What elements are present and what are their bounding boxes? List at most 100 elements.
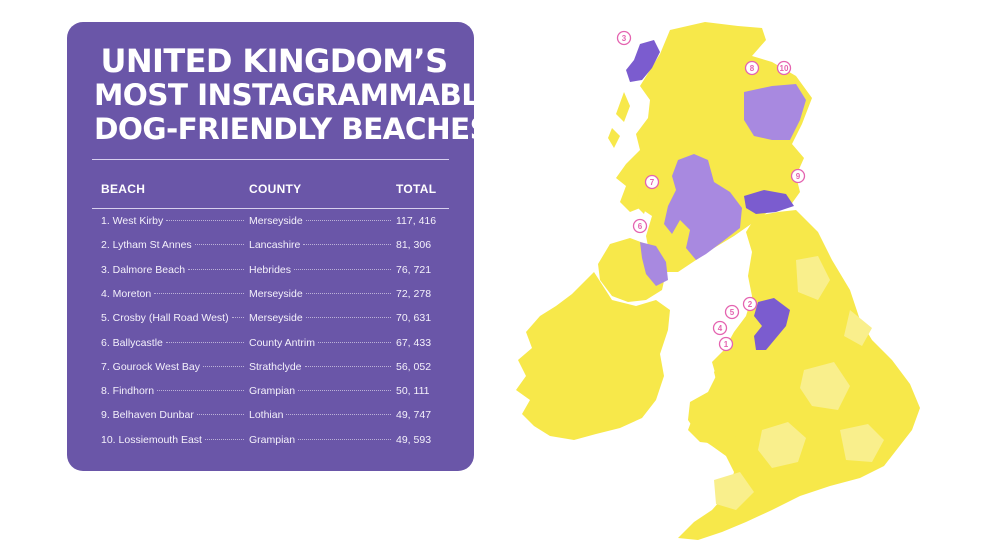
marker-circle [632,218,648,234]
divider [92,159,449,160]
dot-leader [317,341,391,343]
dot-leader [304,365,391,367]
beach-cell: 4. Moreton [101,288,247,300]
marker-label: 10 [780,64,789,73]
dot-leader [305,220,391,221]
county-cell: Grampian [249,385,394,397]
region-wales [688,352,758,444]
dot-leader [204,438,244,440]
county-text: Grampian [249,385,296,398]
region-counties-light [714,256,884,510]
table-row: 10. Lossiemouth East Grampian 49, 593 [101,434,441,452]
county-text: Merseyside [249,215,303,227]
county-text: Lothian [249,409,284,422]
marker-label: 9 [796,172,801,181]
county-cell: Lancashire [249,239,394,251]
marker-2: 2 [742,296,758,312]
marker-5: 5 [724,304,740,320]
title-line-3: DOG-FRIENDLY BEACHES [94,112,491,146]
county-text: Grampian [249,433,296,446]
beach-cell: 5. Crosby (Hall Road West) [101,312,247,324]
beach-cell: 10. Lossiemouth East [101,434,247,446]
county-cell: Merseyside [249,288,394,300]
table-row: 8. Findhorn Grampian 50, 111 [101,385,441,403]
column-header-county: COUNTY [249,182,302,196]
beach-text: 2. Lytham St Annes [101,239,192,252]
total-cell: 56, 052 [396,361,446,373]
county-cell: Merseyside [249,312,394,324]
marker-9: 9 [790,168,806,184]
county-text: Merseyside [249,287,303,300]
dot-leader [294,268,391,270]
column-header-beach: BEACH [101,182,146,196]
marker-circle [742,296,758,312]
dot-leader [305,292,391,294]
beach-text: 10. Lossiemouth East [101,433,202,446]
marker-circle [718,336,734,352]
marker-8: 8 [744,60,760,76]
dot-leader [157,390,244,392]
divider [92,208,449,209]
county-text: Lancashire [249,239,301,252]
county-text: Merseyside [249,312,303,325]
total-cell: 67, 433 [396,337,446,349]
beach-text: 7. Gourock West Bay [101,360,201,373]
beach-cell: 8. Findhorn [101,385,247,397]
marker-label: 1 [724,340,729,349]
marker-circle [616,30,632,46]
dot-leader [298,438,391,440]
marker-circle [790,168,806,184]
column-header-total: TOTAL [396,182,437,196]
county-cell: Merseyside [249,215,394,227]
county-cell: Hebrides [249,264,394,276]
region-lancashire [754,298,790,350]
region-ireland [516,272,670,440]
region-grampian [744,84,806,140]
total-text: 49, 593 [396,433,432,446]
table-row: 6. Ballycastle County Antrim 67, 433 [101,337,441,355]
total-cell: 72, 278 [396,288,446,300]
marker-circle [712,320,728,336]
title-line-2: MOST INSTAGRAMMABLE [94,78,500,112]
beach-text: 4. Moreton [101,287,152,300]
total-cell: 49, 747 [396,409,446,421]
region-hebrides [626,40,660,82]
dot-leader [166,220,244,221]
dot-leader [188,268,244,270]
region-lothian [744,190,794,214]
total-cell: 81, 306 [396,239,446,251]
dot-leader [286,414,391,416]
total-text: 76, 721 [396,263,432,276]
total-text: 49, 747 [396,409,432,422]
title-line-1: UNITED KINGDOM’S [100,42,448,80]
marker-circle [744,60,760,76]
dot-leader [298,390,391,392]
county-cell: Strathclyde [249,361,394,373]
total-text: 50, 111 [396,385,430,398]
county-cell: Lothian [249,409,394,421]
beach-text: 5. Crosby (Hall Road West) [101,312,229,325]
marker-4: 4 [712,320,728,336]
marker-circle [644,174,660,190]
dot-leader [231,317,244,319]
region-strathclyde [664,154,742,260]
region-county-antrim [640,242,668,286]
marker-label: 2 [748,300,753,309]
marker-3: 3 [616,30,632,46]
total-cell: 70, 631 [396,312,446,324]
marker-label: 4 [718,324,723,333]
marker-label: 7 [650,178,655,187]
total-cell: 49, 593 [396,434,446,446]
beach-cell: 3. Dalmore Beach [101,264,247,276]
total-text: 72, 278 [396,287,432,300]
marker-label: 5 [730,308,735,317]
dot-leader [203,365,244,367]
beach-cell: 1. West Kirby [101,215,247,227]
county-cell: County Antrim [249,337,394,349]
beach-text: 1. West Kirby [101,215,164,227]
marker-10: 10 [776,60,792,76]
beach-markers: 1 2 3 45 6 7 8 9 10 [616,30,806,352]
table-row: 5. Crosby (Hall Road West) Merseyside 70, … [101,312,441,330]
table-row: 7. Gourock West Bay Strathclyde 56, 052 [101,361,441,379]
region-islands [608,92,650,214]
